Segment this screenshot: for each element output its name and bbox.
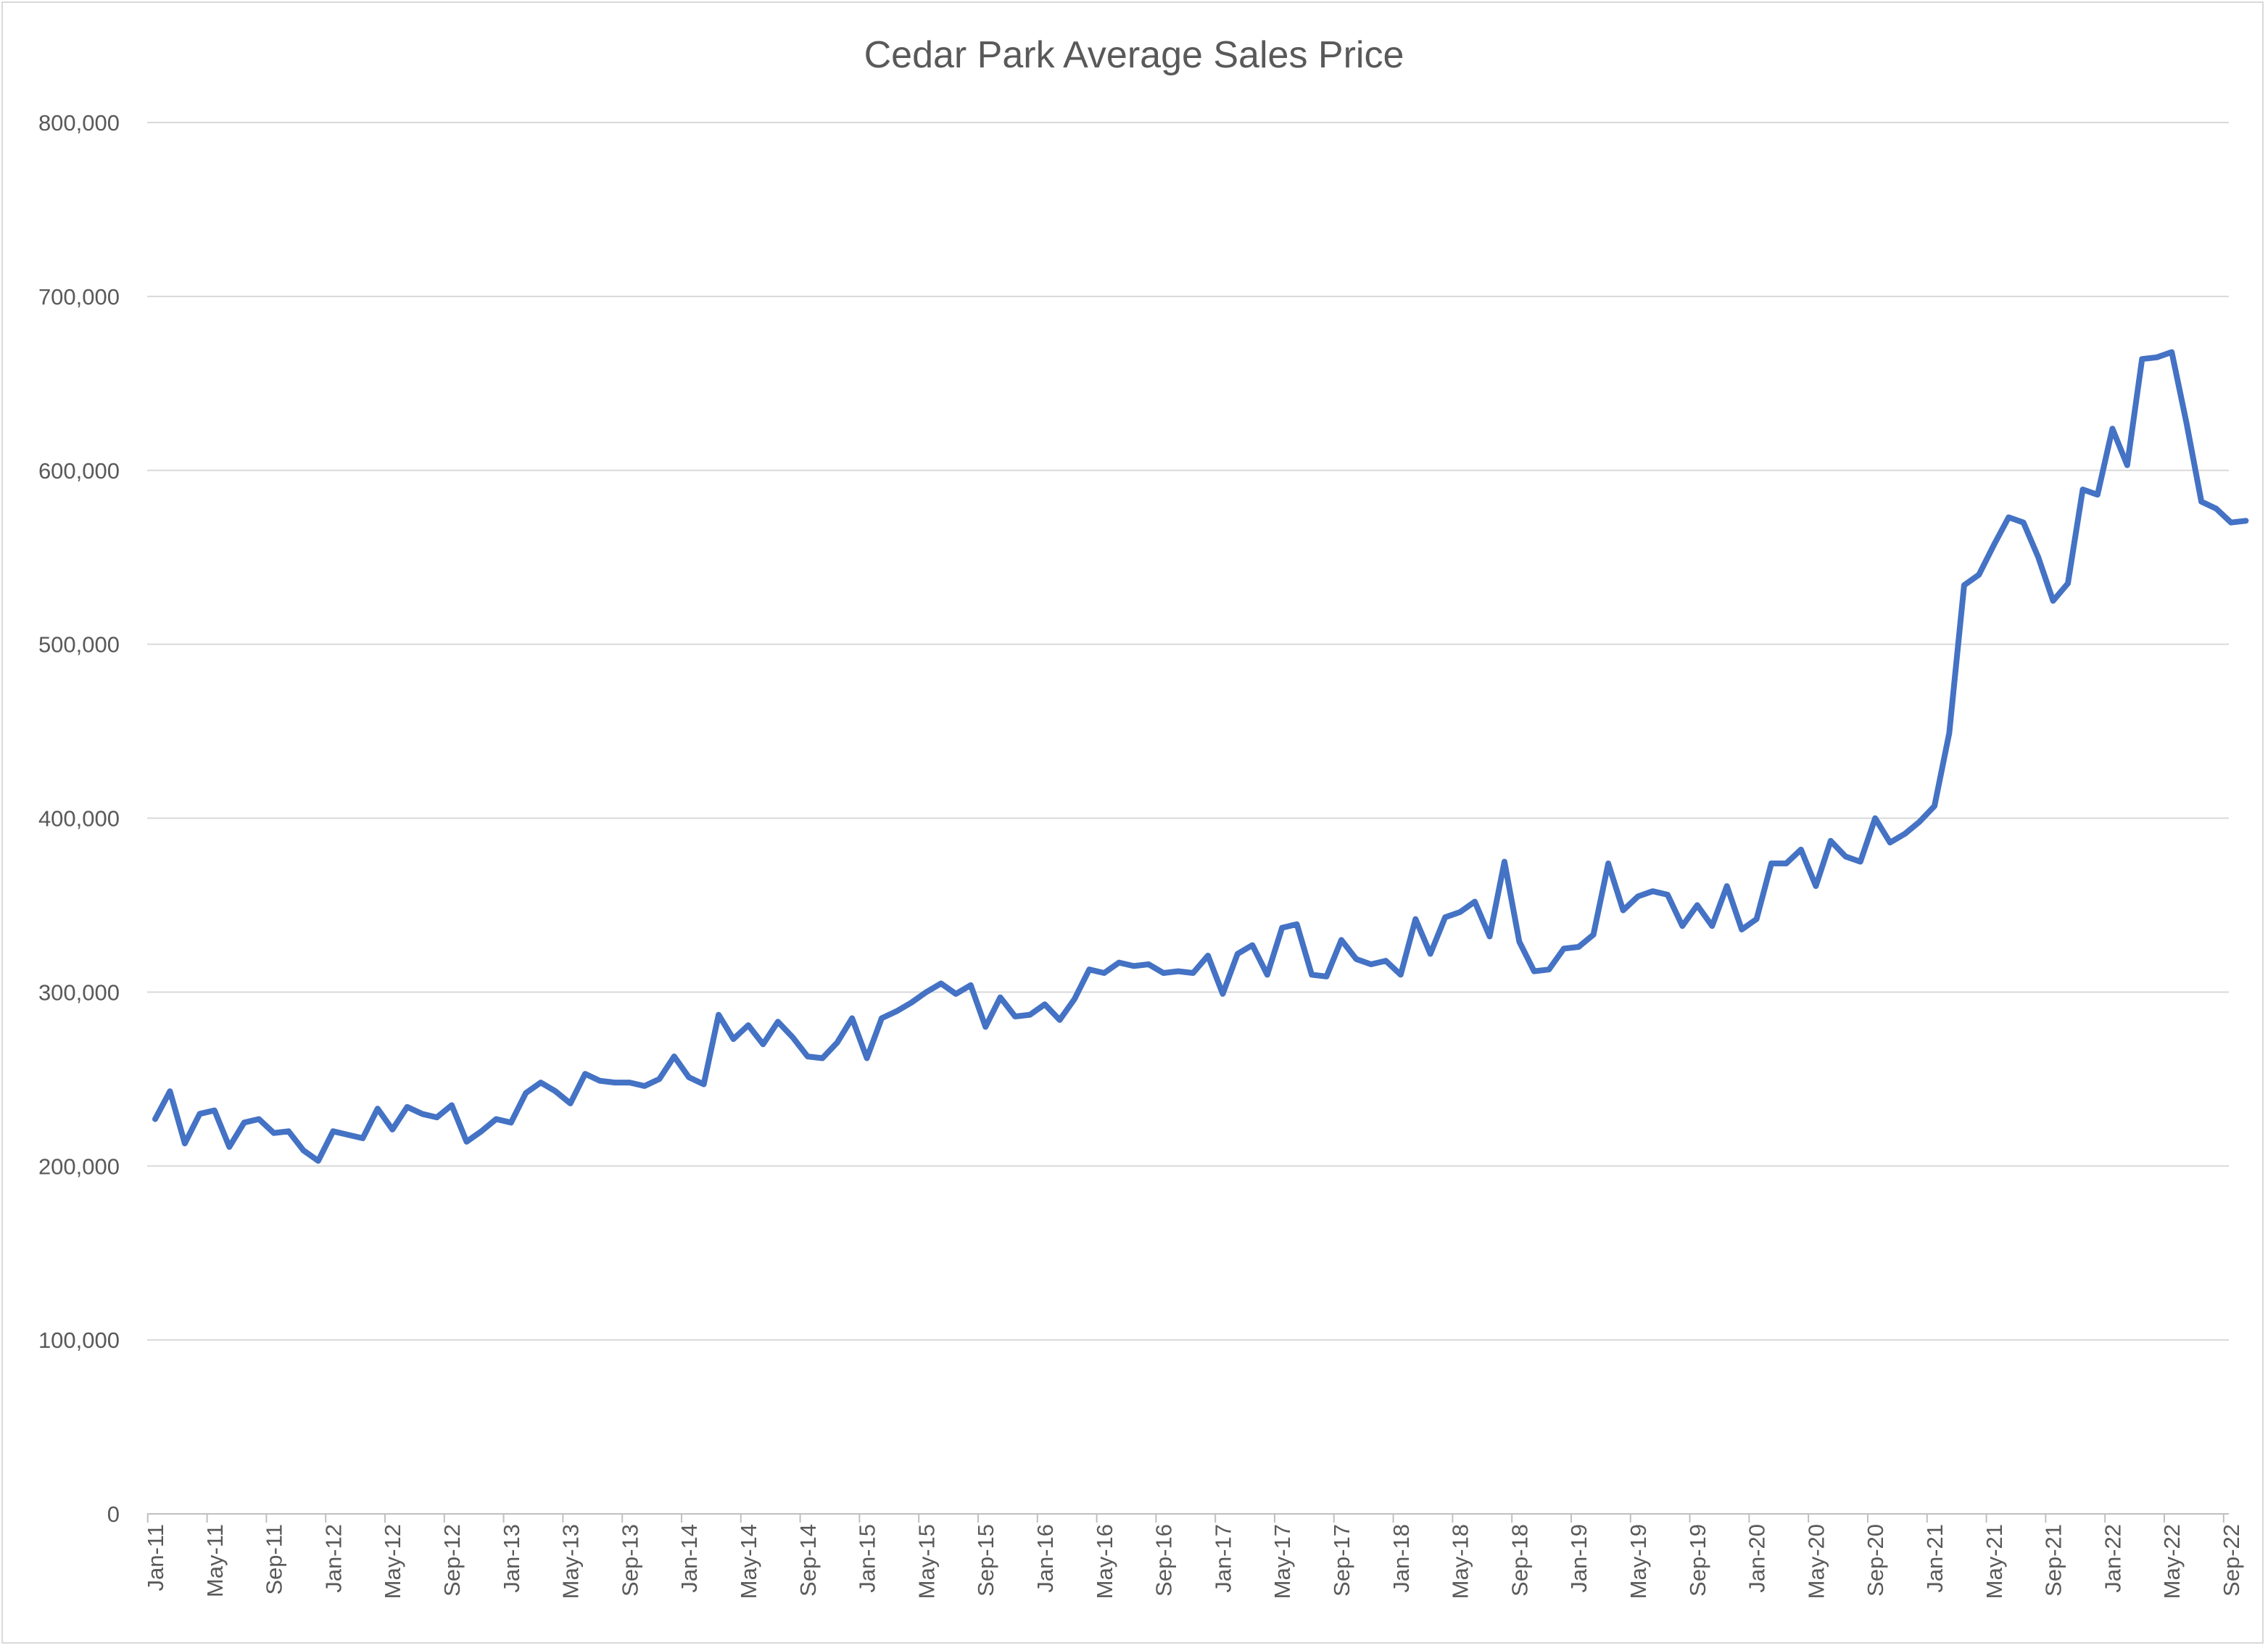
x-tick-label: Sep-16 — [1151, 1524, 1177, 1597]
x-tick-label: Jan-15 — [855, 1524, 880, 1593]
x-tick-label: Jan-16 — [1032, 1524, 1058, 1593]
chart-title: Cedar Park Average Sales Price — [864, 34, 1404, 76]
x-tick-label: Sep-14 — [795, 1524, 821, 1597]
x-tick-label: May-18 — [1448, 1524, 1473, 1599]
series-layer — [152, 349, 2249, 1164]
x-tick-label: Jan-18 — [1388, 1524, 1414, 1593]
x-tick-label: May-13 — [558, 1524, 584, 1599]
y-tick-label: 700,000 — [38, 284, 120, 310]
x-tick-label: Jan-13 — [499, 1524, 524, 1593]
x-tick-label: Sep-13 — [617, 1524, 642, 1597]
x-tick-label: Jan-20 — [1745, 1524, 1770, 1593]
x-tick-label: Jan-14 — [676, 1524, 702, 1593]
x-tick-label: May-15 — [914, 1524, 939, 1599]
x-tick-label: Sep-18 — [1507, 1524, 1532, 1597]
y-tick-label: 200,000 — [38, 1154, 120, 1179]
x-tick-label: Jan-12 — [320, 1524, 346, 1593]
x-tick-label: Jan-17 — [1210, 1524, 1236, 1593]
x-tick-label: Sep-20 — [1863, 1524, 1888, 1597]
x-tick-label: Sep-21 — [2041, 1524, 2066, 1597]
x-tick-label: Jan-11 — [143, 1524, 168, 1591]
x-tick-label: May-16 — [1092, 1524, 1117, 1599]
y-axis-tick-labels: 0 100,000 200,000 300,000 400,000 500,000 600,… — [38, 110, 120, 1527]
y-tick-label: 300,000 — [38, 980, 120, 1005]
gridlines — [147, 122, 2229, 1341]
x-tick-label: May-14 — [736, 1524, 761, 1599]
y-tick-label: 100,000 — [38, 1328, 120, 1353]
x-tick-label: Sep-22 — [2219, 1524, 2244, 1597]
x-tick-label: Sep-12 — [439, 1524, 465, 1597]
x-tick-label: Jan-19 — [1566, 1524, 1592, 1593]
y-tick-label: 600,000 — [38, 458, 120, 484]
y-tick-label: 800,000 — [38, 110, 120, 136]
x-tick-label: May-11 — [202, 1524, 228, 1597]
x-tick-label: May-21 — [1982, 1524, 2007, 1599]
y-tick-label: 0 — [107, 1502, 120, 1527]
x-tick-label: Sep-15 — [973, 1524, 998, 1597]
x-tick-label: Sep-11 — [262, 1524, 287, 1595]
x-tick-label: May-20 — [1803, 1524, 1829, 1599]
x-tick-label: May-12 — [380, 1524, 405, 1599]
series-line — [152, 349, 2249, 1164]
x-tick-label: Jan-22 — [2100, 1524, 2125, 1593]
x-tick-label: May-19 — [1626, 1524, 1651, 1599]
y-tick-label: 400,000 — [38, 806, 120, 832]
x-tick-label: Sep-19 — [1685, 1524, 1710, 1597]
x-tick-label: Jan-21 — [1922, 1524, 1948, 1593]
x-axis: Jan-11 May-11 Sep-11 Jan-12 May-12 Sep-12 Jan-… — [143, 1513, 2244, 1599]
x-tick-label: May-22 — [2159, 1524, 2185, 1599]
x-tick-label: Sep-17 — [1329, 1524, 1354, 1597]
y-tick-label: 500,000 — [38, 632, 120, 658]
x-tick-label: May-17 — [1270, 1524, 1295, 1599]
